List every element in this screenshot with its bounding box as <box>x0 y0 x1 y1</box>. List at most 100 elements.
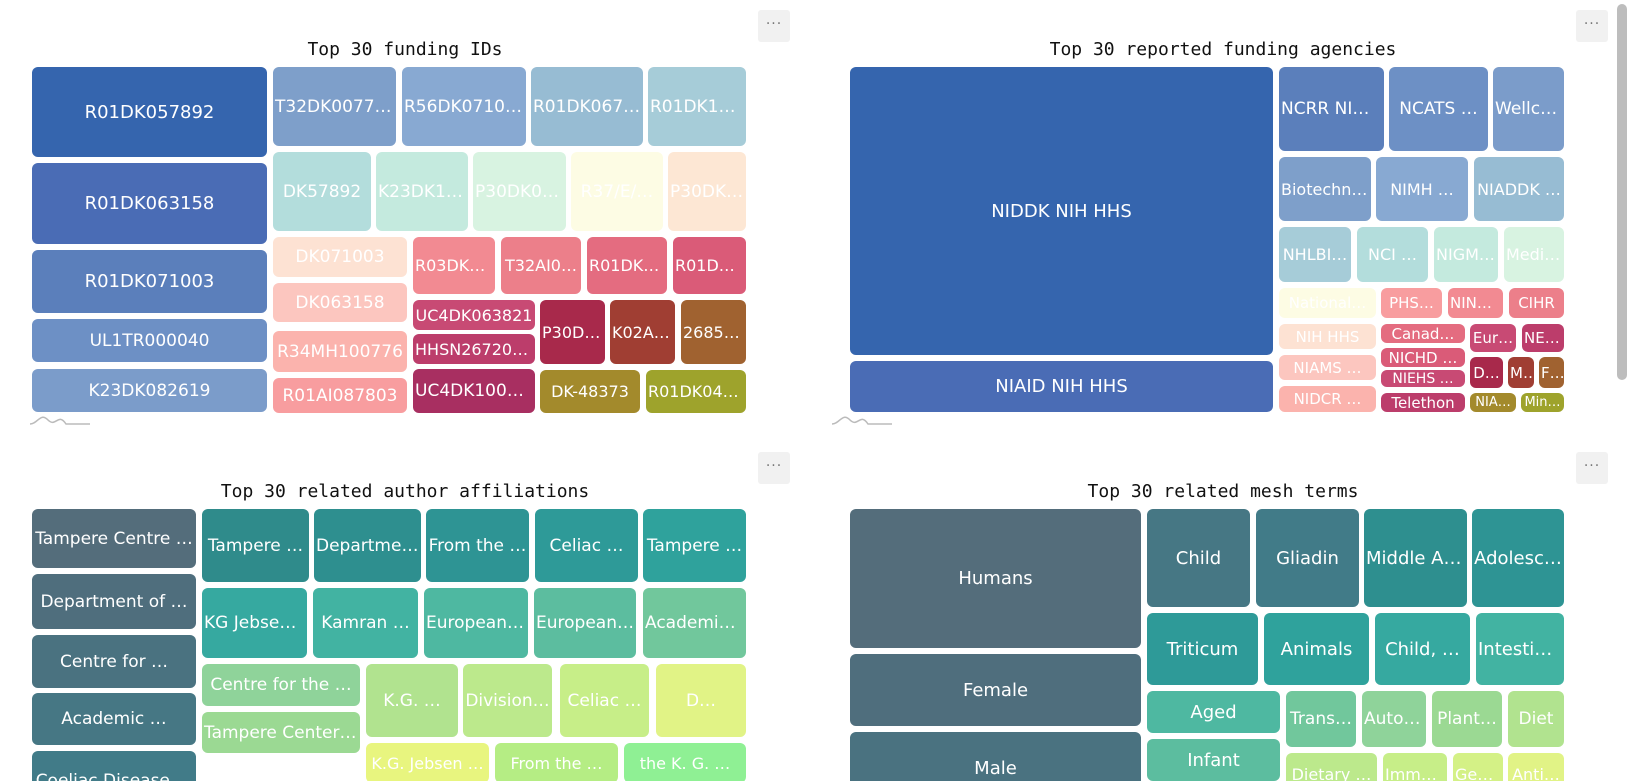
treemap-tile[interactable]: R01DK47… <box>587 237 667 294</box>
panel-menu-button[interactable]: ··· <box>758 452 790 484</box>
treemap-tile[interactable]: Telethon <box>1381 393 1465 412</box>
treemap-tile[interactable]: Medic… <box>1504 227 1564 282</box>
treemap-tile[interactable]: Adolesc… <box>1472 509 1564 607</box>
treemap-tile[interactable]: R03DK0… <box>413 237 495 294</box>
treemap-tile[interactable]: NICHD … <box>1381 348 1465 367</box>
treemap-tile[interactable]: R01DK067180 <box>531 67 643 146</box>
treemap-tile[interactable]: P30DK04… <box>473 152 566 231</box>
treemap-tile[interactable]: Department of … <box>32 574 196 629</box>
treemap-tile[interactable]: NCI … <box>1357 227 1428 282</box>
treemap-tile[interactable]: Gliadin <box>1256 509 1359 607</box>
treemap-tile[interactable]: NIMH … <box>1376 157 1468 221</box>
treemap-tile[interactable]: NEI… <box>1522 324 1564 352</box>
treemap-tile[interactable]: M… <box>1508 357 1534 388</box>
treemap-tile[interactable]: R01DK… <box>673 237 746 294</box>
treemap-tile[interactable]: Academic … <box>643 588 746 658</box>
treemap-tile[interactable]: NIAMS … <box>1279 355 1376 380</box>
treemap-tile[interactable]: Min… <box>1521 393 1564 412</box>
treemap-tile[interactable]: DK-48373 <box>540 370 640 413</box>
treemap-tile[interactable]: Immu… <box>1383 753 1447 781</box>
treemap-tile[interactable]: UL1TR000040 <box>32 319 267 362</box>
page-scrollbar[interactable] <box>1614 0 1630 781</box>
treemap-tile[interactable]: K23DK082619 <box>32 369 267 412</box>
treemap-tile[interactable]: R56DK071003 <box>402 67 526 146</box>
treemap-tile[interactable]: Biotechno… <box>1279 157 1371 221</box>
treemap-tile[interactable]: HHSN267200… <box>413 334 535 364</box>
treemap-tile[interactable]: R01DK071003 <box>32 250 267 313</box>
treemap-tile[interactable]: Coeliac Disease … <box>32 751 196 781</box>
treemap-tile[interactable]: Intestin… <box>1476 613 1564 685</box>
treemap-tile[interactable]: Male <box>850 732 1141 781</box>
treemap-tile[interactable]: From the … <box>426 509 529 582</box>
treemap-tile[interactable]: KG Jebsen … <box>202 588 307 658</box>
treemap-tile[interactable]: Department… <box>314 509 421 582</box>
treemap-tile[interactable]: the K. G. … <box>624 743 746 781</box>
treemap-tile[interactable]: R37/E/… <box>571 152 663 231</box>
treemap-tile[interactable]: R01DK048… <box>646 370 746 413</box>
treemap-tile[interactable]: UC4DK100238 <box>413 369 535 413</box>
treemap-tile[interactable]: K23DK119… <box>376 152 468 231</box>
treemap-tile[interactable]: Academic … <box>32 693 196 745</box>
treemap-tile[interactable]: R01DK104… <box>648 67 746 146</box>
treemap-tile[interactable]: Dietary … <box>1286 753 1377 781</box>
treemap-tile[interactable]: NIND… <box>1448 288 1503 318</box>
treemap-tile[interactable]: K.G. Jebsen … <box>366 743 489 781</box>
treemap-tile[interactable]: Centre for … <box>32 635 196 688</box>
treemap-tile[interactable]: Triticum <box>1147 613 1258 685</box>
treemap-tile[interactable]: Gen… <box>1453 753 1503 781</box>
treemap-tile[interactable]: Division… <box>463 664 552 737</box>
treemap-tile[interactable]: Female <box>850 654 1141 726</box>
treemap-tile[interactable]: Centre for the … <box>202 664 360 706</box>
treemap-tile[interactable]: F… <box>1539 357 1564 388</box>
treemap-tile[interactable]: Anti… <box>1508 753 1564 781</box>
treemap-tile[interactable]: NCATS … <box>1389 67 1488 151</box>
panel-menu-button[interactable]: ··· <box>758 10 790 42</box>
treemap-tile[interactable]: P30DK… <box>540 300 605 364</box>
treemap-tile[interactable]: NCRR NIH… <box>1279 67 1384 151</box>
treemap-tile[interactable]: European … <box>424 588 528 658</box>
treemap-tile[interactable]: Child, … <box>1375 613 1470 685</box>
treemap-tile[interactable]: DK57892 <box>273 152 371 231</box>
treemap-tile[interactable]: Eur… <box>1470 324 1516 352</box>
treemap-tile[interactable]: Animals <box>1264 613 1369 685</box>
treemap-tile[interactable]: P30DK0… <box>668 152 746 231</box>
treemap-tile[interactable]: National… <box>1279 288 1376 318</box>
scrollbar-thumb[interactable] <box>1617 4 1627 380</box>
treemap-tile[interactable]: T32AI0… <box>501 237 581 294</box>
treemap-tile[interactable]: D… <box>1470 357 1503 388</box>
treemap-tile[interactable]: Plant… <box>1432 691 1502 747</box>
treemap-tile[interactable]: Tampere … <box>202 509 309 582</box>
treemap-tile[interactable]: Diet <box>1508 691 1564 747</box>
treemap-tile[interactable]: Celiac … <box>535 509 638 582</box>
treemap-tile[interactable]: NIA… <box>1470 393 1516 412</box>
treemap-tile[interactable]: From the … <box>495 743 618 781</box>
treemap-tile[interactable]: Autoa… <box>1362 691 1426 747</box>
treemap-tile[interactable]: 268541 <box>681 300 746 364</box>
panel-menu-button[interactable]: ··· <box>1576 452 1608 484</box>
treemap-tile[interactable]: Infant <box>1147 739 1280 781</box>
treemap-tile[interactable]: NIGMS… <box>1434 227 1498 282</box>
treemap-tile[interactable]: UC4DK063821 <box>413 300 535 330</box>
treemap-tile[interactable]: T32DK007760 <box>273 67 396 146</box>
treemap-tile[interactable]: K02AI… <box>610 300 675 364</box>
treemap-tile[interactable]: R34MH100776 <box>273 331 407 372</box>
treemap-tile[interactable]: Tampere … <box>643 509 746 582</box>
treemap-tile[interactable]: Humans <box>850 509 1141 648</box>
treemap-tile[interactable]: European … <box>534 588 636 658</box>
panel-menu-button[interactable]: ··· <box>1576 10 1608 42</box>
treemap-tile[interactable]: NIADDK … <box>1474 157 1564 221</box>
treemap-tile[interactable]: PHS… <box>1381 288 1442 318</box>
treemap-tile[interactable]: Wellco… <box>1493 67 1564 151</box>
treemap-tile[interactable]: DK063158 <box>273 283 407 322</box>
treemap-tile[interactable]: NIDCR … <box>1279 386 1376 412</box>
treemap-tile[interactable]: Tampere Centre … <box>32 509 196 568</box>
treemap-tile[interactable]: Celiac … <box>560 664 649 737</box>
treemap-tile[interactable]: NHLBI… <box>1279 227 1351 282</box>
treemap-tile[interactable]: R01DK063158 <box>32 163 267 244</box>
treemap-tile[interactable]: Kamran … <box>313 588 418 658</box>
treemap-tile[interactable]: NIDDK NIH HHS <box>850 67 1273 355</box>
treemap-tile[interactable]: CIHR <box>1509 288 1564 318</box>
treemap-tile[interactable]: Child <box>1147 509 1250 607</box>
treemap-tile[interactable]: NIEHS … <box>1381 370 1465 387</box>
treemap-tile[interactable]: Canad… <box>1381 324 1465 343</box>
